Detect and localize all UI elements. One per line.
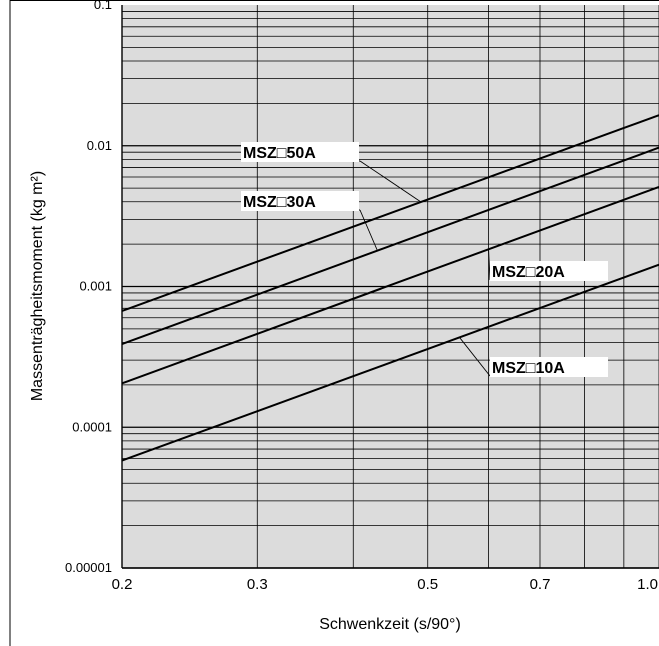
- series-label-leader: [488, 249, 491, 281]
- plot-frame: [121, 5, 659, 569]
- x-tick-labels: 0.2 0.3 0.5 0.7 1.0: [112, 576, 658, 593]
- x-tick-label: 0.5: [417, 576, 438, 593]
- series-lines: [121, 114, 659, 462]
- series-label: MSZ□50A: [243, 145, 316, 162]
- series-label-background: [241, 191, 359, 211]
- series-line-4: [121, 263, 659, 462]
- y-tick-label: 0.0001: [72, 419, 112, 434]
- y-axis-title: Massenträgheitsmoment (kg m²): [29, 171, 46, 401]
- series-label-background: [490, 357, 608, 377]
- series-label: MSZ□30A: [243, 194, 316, 211]
- series-label-background: [490, 261, 608, 281]
- series-label-leader: [359, 209, 378, 251]
- series-line-1: [121, 114, 659, 312]
- series-label-background: [241, 142, 359, 162]
- series-label-leader: [359, 160, 422, 203]
- x-tick-label: 0.7: [530, 576, 551, 593]
- x-axis-title: Schwenkzeit (s/90°): [319, 616, 461, 633]
- series-label: MSZ□20A: [492, 264, 565, 281]
- series-line-2: [121, 146, 659, 345]
- y-tick-label: 0.01: [87, 138, 112, 153]
- y-tick-label: 0.00001: [65, 560, 112, 575]
- series-label: MSZ□10A: [492, 360, 565, 377]
- x-tick-label: 0.3: [247, 576, 268, 593]
- series-labels: MSZ□50A MSZ□30A MSZ□20A MSZ□10A: [241, 142, 608, 377]
- x-tick-label: 1.0: [637, 576, 658, 593]
- y-tick-label: 0.001: [79, 279, 112, 294]
- series-label-leader: [459, 337, 491, 377]
- y-tick-label: 0.1: [94, 0, 112, 12]
- series-line-3: [121, 185, 659, 385]
- y-tick-labels: 0.00001 0.0001 0.001 0.01 0.1: [65, 0, 112, 575]
- x-tick-label: 0.2: [112, 576, 133, 593]
